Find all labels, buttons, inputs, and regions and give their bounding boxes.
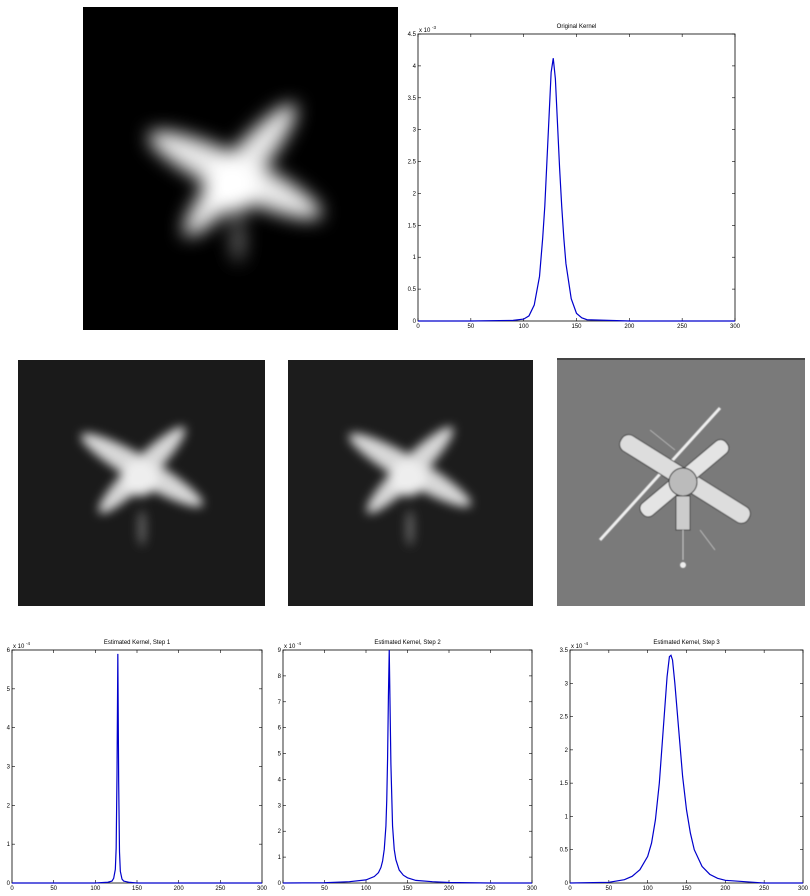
x-tick-label: 0 xyxy=(416,324,420,330)
x-tick-label: 150 xyxy=(132,886,143,891)
estimate-image-1 xyxy=(18,360,265,606)
x-tick-label: 100 xyxy=(90,886,101,891)
y-tick-label: 1 xyxy=(413,255,417,261)
x-tick-label: 150 xyxy=(571,324,582,330)
y-tick-label: 1 xyxy=(7,842,11,848)
y-tick-label: 1.5 xyxy=(560,781,569,787)
x-tick-label: 50 xyxy=(467,324,474,330)
y-tick-label: 4 xyxy=(278,777,282,783)
x-tick-label: 300 xyxy=(527,886,538,891)
plot-area xyxy=(418,34,735,321)
figure: Original Kernelx 10-30501001502002503000… xyxy=(0,0,810,891)
y-tick-label: 3.5 xyxy=(408,96,417,102)
x-tick-label: 100 xyxy=(361,886,372,891)
y-tick-label: 0.5 xyxy=(560,848,569,854)
y-tick-label: 1.5 xyxy=(408,223,417,229)
y-tick-label: 4 xyxy=(7,726,11,732)
y-tick-label: 6 xyxy=(278,726,282,732)
x-tick-label: 250 xyxy=(215,886,226,891)
blurred-image xyxy=(83,7,398,330)
y-tick-label: 3 xyxy=(565,681,569,687)
y-tick-label: 3 xyxy=(7,765,11,771)
y-tick-label: 4.5 xyxy=(408,32,417,38)
y-tick-label: 6 xyxy=(7,648,11,654)
y-tick-label: 5 xyxy=(278,752,282,758)
x-tick-label: 50 xyxy=(321,886,328,891)
y-tick-label: 3 xyxy=(413,128,417,134)
y-scale-exponent: -4 xyxy=(297,641,301,646)
page: Original Kernelx 10-30501001502002503000… xyxy=(0,0,810,896)
x-tick-label: 200 xyxy=(624,324,635,330)
kernel-plot: Original Kernel x 10-3 0 50 100 150 200 250 300 0… xyxy=(408,24,741,330)
y-tick-label: 2.5 xyxy=(560,715,569,721)
plot-area xyxy=(283,650,532,883)
y-tick-label: 5 xyxy=(7,687,11,693)
y-scale-exponent: -4 xyxy=(584,641,588,646)
y-scale-base: x 10 xyxy=(284,644,296,650)
y-tick-label: 2 xyxy=(7,803,11,809)
plot-title: Estimated Kernel, Step 3 xyxy=(653,640,720,646)
x-tick-label: 300 xyxy=(257,886,268,891)
y-scale-base: x 10 xyxy=(419,28,431,34)
plot-area xyxy=(570,650,803,883)
y-tick-label: 8 xyxy=(278,674,282,680)
x-tick-label: 0 xyxy=(568,886,572,891)
y-tick-label: 2 xyxy=(413,191,417,197)
y-tick-label: 7 xyxy=(278,700,282,706)
x-tick-label: 200 xyxy=(720,886,731,891)
plot-title: Estimated Kernel, Step 2 xyxy=(374,640,441,646)
x-tick-label: 0 xyxy=(10,886,14,891)
y-tick-label: 9 xyxy=(278,648,282,654)
y-tick-label: 1 xyxy=(278,855,282,861)
x-tick-label: 250 xyxy=(485,886,496,891)
estimate-image-3 xyxy=(557,358,805,606)
y-scale-base: x 10 xyxy=(571,644,583,650)
y-tick-label: 3 xyxy=(278,803,282,809)
x-tick-label: 150 xyxy=(681,886,692,891)
x-tick-label: 0 xyxy=(281,886,285,891)
y-tick-label: 4 xyxy=(413,64,417,70)
y-scale-exponent: -4 xyxy=(26,641,30,646)
y-tick-label: 2.5 xyxy=(408,160,417,166)
plot-title: Estimated Kernel, Step 1 xyxy=(104,640,171,646)
x-tick-label: 300 xyxy=(798,886,809,891)
x-tick-label: 250 xyxy=(759,886,770,891)
y-tick-label: 1 xyxy=(565,814,569,820)
y-tick-label: 2 xyxy=(565,748,569,754)
x-tick-label: 50 xyxy=(50,886,57,891)
y-tick-label: 0.5 xyxy=(408,287,417,293)
x-tick-label: 50 xyxy=(605,886,612,891)
y-tick-label: 3.5 xyxy=(560,648,569,654)
y-tick-label: 2 xyxy=(278,829,282,835)
y-scale-base: x 10 xyxy=(13,644,25,650)
x-tick-label: 200 xyxy=(174,886,185,891)
x-tick-label: 100 xyxy=(519,324,530,330)
kernel-plot: Estimated Kernel, Step 3 x 10-4 0 50 100 150 2… xyxy=(560,640,809,891)
kernel-plot: Estimated Kernel, Step 2 x 10-4 0 50 100 150 2… xyxy=(278,640,538,891)
y-scale-exponent: -3 xyxy=(432,25,436,30)
x-tick-label: 150 xyxy=(402,886,413,891)
x-tick-label: 300 xyxy=(730,324,741,330)
x-tick-label: 250 xyxy=(677,324,688,330)
plot-title: Original Kernel xyxy=(557,24,597,30)
x-tick-label: 200 xyxy=(444,886,455,891)
plot-area xyxy=(12,650,262,883)
estimate-image-2 xyxy=(288,360,533,606)
kernel-plot: Estimated Kernel, Step 1 x 10-4 0 50 100 150 2… xyxy=(7,640,268,891)
x-tick-label: 100 xyxy=(643,886,654,891)
